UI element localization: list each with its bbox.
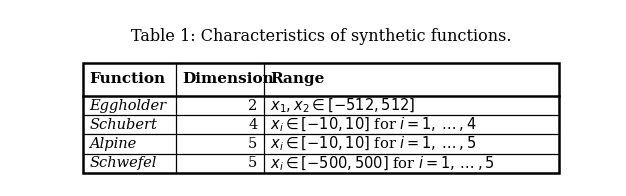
Text: Schwefel: Schwefel [90,156,156,170]
Text: $x_i \in [-10, 10]$ for $i = 1, \dots, 5$: $x_i \in [-10, 10]$ for $i = 1, \dots, 5… [270,135,476,153]
Text: 5: 5 [249,156,257,170]
Text: Table 1: Characteristics of synthetic functions.: Table 1: Characteristics of synthetic fu… [131,28,511,45]
Text: 4: 4 [249,118,257,132]
Text: 5: 5 [249,137,257,151]
Text: 2: 2 [249,99,257,113]
Text: $x_i \in [-500, 500]$ for $i = 1, \dots, 5$: $x_i \in [-500, 500]$ for $i = 1, \dots,… [270,154,495,172]
Bar [83,63,558,173]
Text: $x_1, x_2 \in [-512, 512]$: $x_1, x_2 \in [-512, 512]$ [270,96,416,115]
Text: Dimension: Dimension [182,72,274,86]
Text: Eggholder: Eggholder [90,99,167,113]
Text: $x_i \in [-10, 10]$ for $i = 1, \dots, 4$: $x_i \in [-10, 10]$ for $i = 1, \dots, 4… [270,116,477,134]
Text: Schubert: Schubert [90,118,157,132]
Text: Alpine: Alpine [90,137,136,151]
Text: Function: Function [90,72,165,86]
Text: Range: Range [270,72,324,86]
